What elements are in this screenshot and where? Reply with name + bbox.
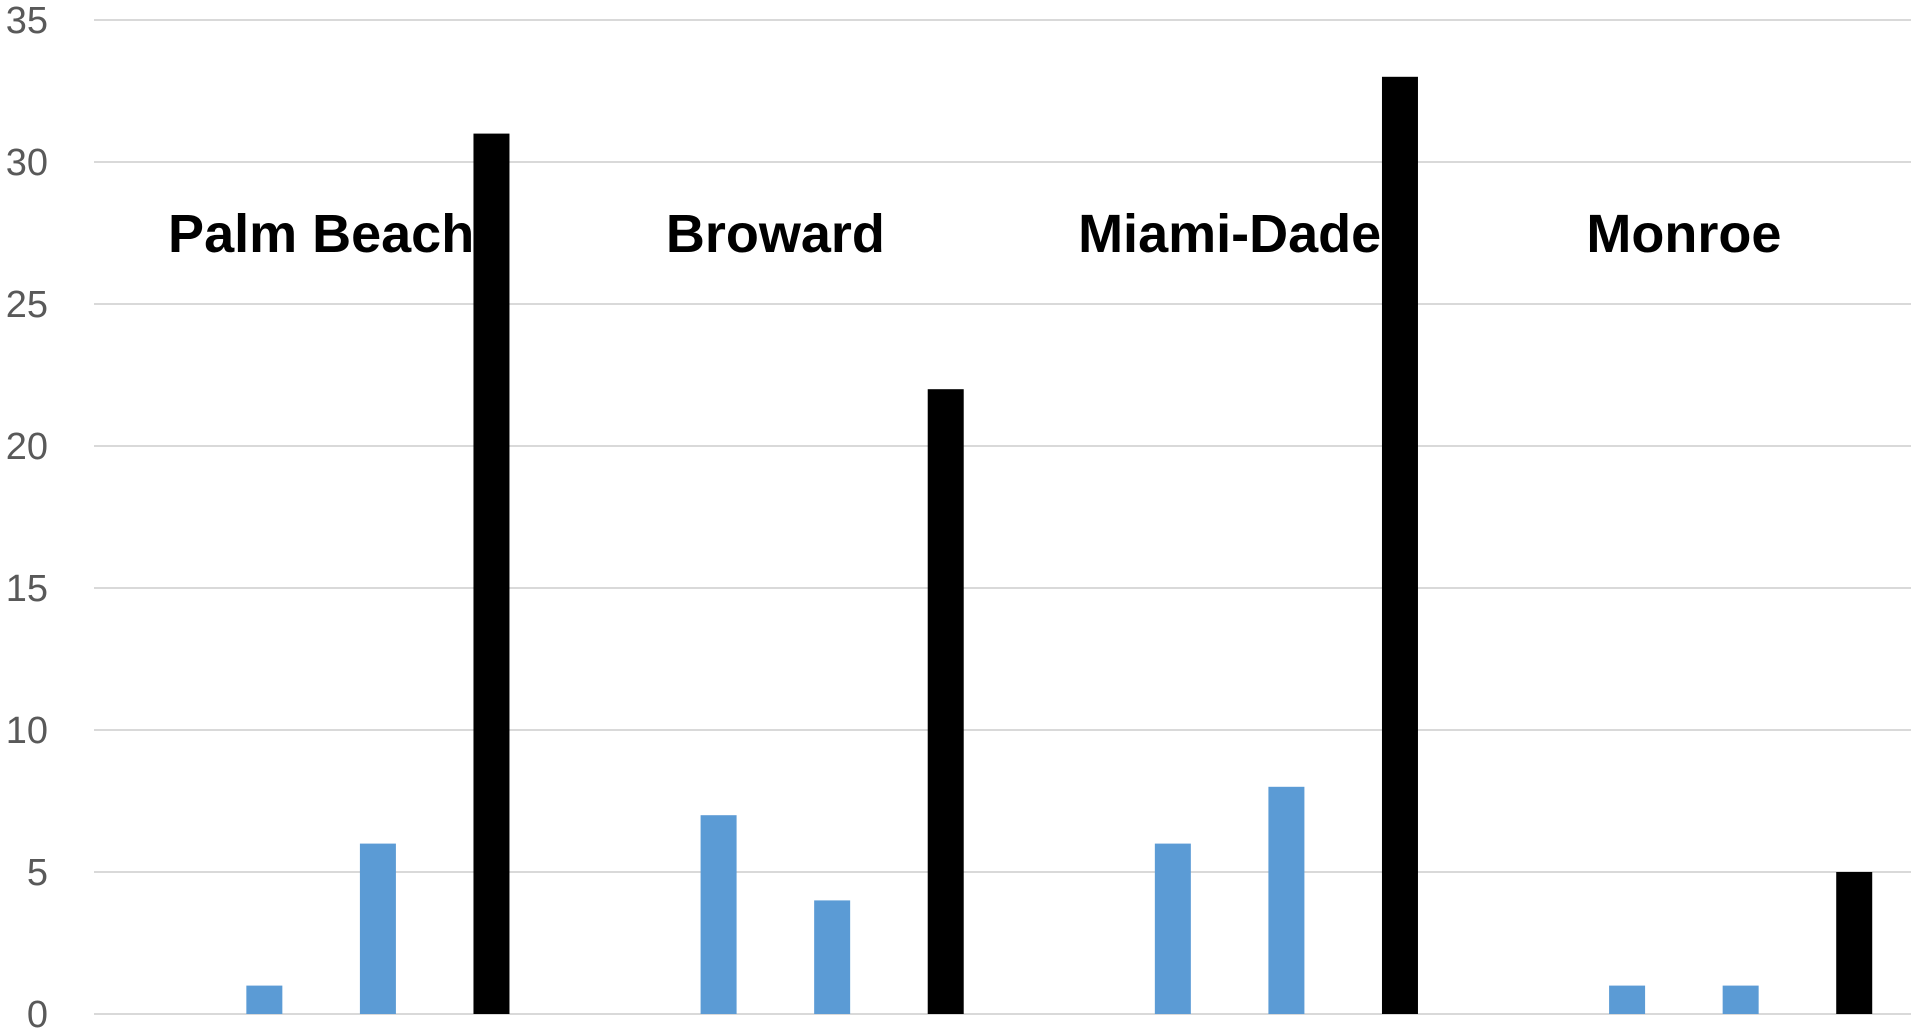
y-tick-label: 30	[6, 142, 48, 184]
bar	[814, 900, 851, 1014]
bar	[1722, 985, 1759, 1014]
region-label: Monroe	[1586, 204, 1781, 264]
bar	[700, 815, 737, 1014]
y-tick-label: 25	[6, 284, 48, 326]
grid-layer	[94, 19, 1911, 1015]
y-tick-label: 10	[6, 710, 48, 752]
bar	[1381, 76, 1418, 1015]
region-label: Miami-Dade	[1078, 204, 1381, 264]
bar	[246, 985, 283, 1014]
y-tick-label: 15	[6, 568, 48, 610]
bar	[1609, 985, 1646, 1014]
bar	[1268, 786, 1305, 1014]
bar	[359, 843, 396, 1014]
y-tick-label: 20	[6, 426, 48, 468]
bars-layer	[246, 76, 1873, 1015]
y-axis-ticks: 0 5 10 15 20 25 30 35	[6, 0, 48, 1031]
region-label: Palm Beach	[168, 204, 474, 264]
y-tick-label: 0	[27, 994, 48, 1031]
region-labels-layer: Palm Beach Broward Miami-Dade Monroe	[168, 204, 1781, 264]
y-tick-label: 35	[6, 0, 48, 42]
bar	[473, 133, 510, 1015]
bar	[927, 389, 964, 1014]
bar	[1154, 843, 1191, 1014]
region-label: Broward	[666, 204, 885, 264]
bar	[1836, 872, 1873, 1014]
y-tick-label: 5	[27, 852, 48, 894]
